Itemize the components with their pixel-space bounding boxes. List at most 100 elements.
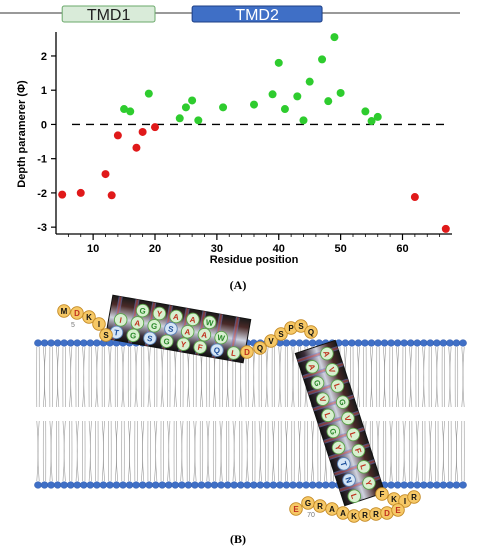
n-term-residue-circle [82, 310, 96, 324]
linker-residue-letter: Q [308, 328, 314, 337]
red-data-point [441, 224, 450, 233]
helix-1-residue-letter: G [163, 337, 171, 347]
lipid-tail [102, 420, 105, 482]
n-term-residue-circle [57, 304, 71, 318]
green-data-point [274, 58, 283, 67]
lipid-head [374, 339, 382, 347]
c-term-residue-letter: E [395, 506, 401, 515]
red-data-point [76, 188, 85, 197]
domain-box-2 [191, 5, 323, 23]
lipid-tail [135, 346, 138, 408]
helix-2-residue-circle [320, 346, 334, 361]
y-tick-label: 1 [41, 85, 47, 97]
helix-2-residue-circle [310, 376, 325, 390]
helix-2-residue-letter: T [338, 460, 348, 468]
helix-2-residue-circle [337, 457, 351, 471]
lipid-head [40, 481, 49, 489]
n-term-residue-letter: M [61, 307, 68, 316]
green-data-point [219, 103, 228, 112]
lipid-head [308, 481, 317, 489]
helix-2-residue-letter: L [348, 431, 358, 439]
green-data-point [280, 105, 289, 114]
lipid-head [393, 339, 402, 347]
domain-box-1 [61, 5, 156, 23]
lipid-head [321, 481, 330, 489]
lipid-tail [142, 420, 145, 482]
helix-1-residue-letter: Q [213, 346, 221, 356]
helix-1-residue-letter: A [134, 318, 141, 328]
lipid-head [295, 481, 304, 489]
lipid-tail [194, 420, 197, 482]
lipid-head [34, 339, 42, 347]
lipid-head [406, 481, 415, 489]
lipid-tail [371, 346, 373, 408]
helix-2-residue-letter: F [353, 447, 363, 455]
lipid-tail [292, 346, 295, 408]
lipid-head [413, 481, 422, 489]
lipid-head [125, 481, 134, 489]
lipid-head [419, 481, 428, 489]
lipid-head [446, 481, 454, 489]
lipid-head [40, 339, 49, 347]
helix-1-residue-letter: G [129, 331, 137, 341]
red-data-point [101, 170, 110, 179]
helix-1-residue-letter: W [205, 318, 214, 328]
y-tick-label: 0 [41, 119, 47, 131]
green-data-point [367, 117, 376, 126]
lipid-head [446, 339, 454, 347]
helix-2-residue-letter: L [332, 382, 342, 390]
lipid-tail [462, 346, 465, 408]
lipid-head [282, 481, 291, 489]
lipid-tail [246, 420, 249, 482]
x-tick-label: 10 [87, 243, 99, 255]
lipid-tail [187, 346, 190, 408]
lipid-head [204, 481, 212, 489]
lipid-tail [129, 420, 132, 482]
y-tick-label: -1 [37, 154, 47, 166]
lipid-tail [403, 420, 406, 482]
lipid-head [387, 339, 395, 347]
lipid-head [439, 339, 448, 347]
lipid-tail [357, 346, 360, 408]
x-tick-label: 30 [211, 243, 223, 255]
x-axis-title: Residue position [210, 254, 299, 266]
lipid-head [426, 339, 435, 347]
c-term-residue-letter: D [384, 509, 390, 518]
linker-residue-circle [240, 345, 254, 359]
c-term-residue-letter: R [373, 510, 379, 519]
green-data-point [126, 107, 135, 116]
lipid-head [328, 481, 337, 489]
green-data-point [318, 55, 327, 64]
y-tick-label: -3 [37, 222, 47, 234]
lipid-head [419, 339, 428, 347]
lipid-tail [436, 346, 439, 408]
linker-residue-letter: P [288, 324, 294, 333]
lipid-head [269, 481, 278, 489]
red-data-point [58, 190, 67, 199]
lipid-tail [279, 346, 282, 408]
lipid-tail [220, 420, 223, 482]
lipid-tail [44, 346, 47, 408]
lipid-tail [397, 346, 400, 408]
y-axis-ticks: -3 -2 -1 0 1 2 [37, 51, 56, 234]
helix-2-residue-letter: L [358, 463, 368, 471]
lipid-head [53, 481, 62, 489]
lipid-tail [76, 420, 79, 482]
panel-a-label: (A) [230, 278, 247, 292]
lipid-tail [259, 420, 262, 482]
red-data-point [107, 191, 116, 200]
lipid-tail [50, 420, 53, 482]
helix-1-residue-circle [164, 322, 178, 336]
lipid-head [315, 481, 323, 489]
helix-2-residue-letter: G [337, 398, 347, 407]
lipid-head [289, 481, 297, 489]
n-term-residue-circle [92, 317, 106, 331]
helix-1-residue-circle [152, 306, 167, 321]
c-term-residue-letter: K [391, 495, 397, 504]
helix-2-residue-letter: A [321, 350, 331, 358]
lipid-tail [312, 420, 315, 482]
lipid-head [53, 339, 62, 347]
lipid-head [302, 339, 310, 347]
lipid-head [459, 481, 467, 489]
lipid-tail [168, 420, 171, 482]
